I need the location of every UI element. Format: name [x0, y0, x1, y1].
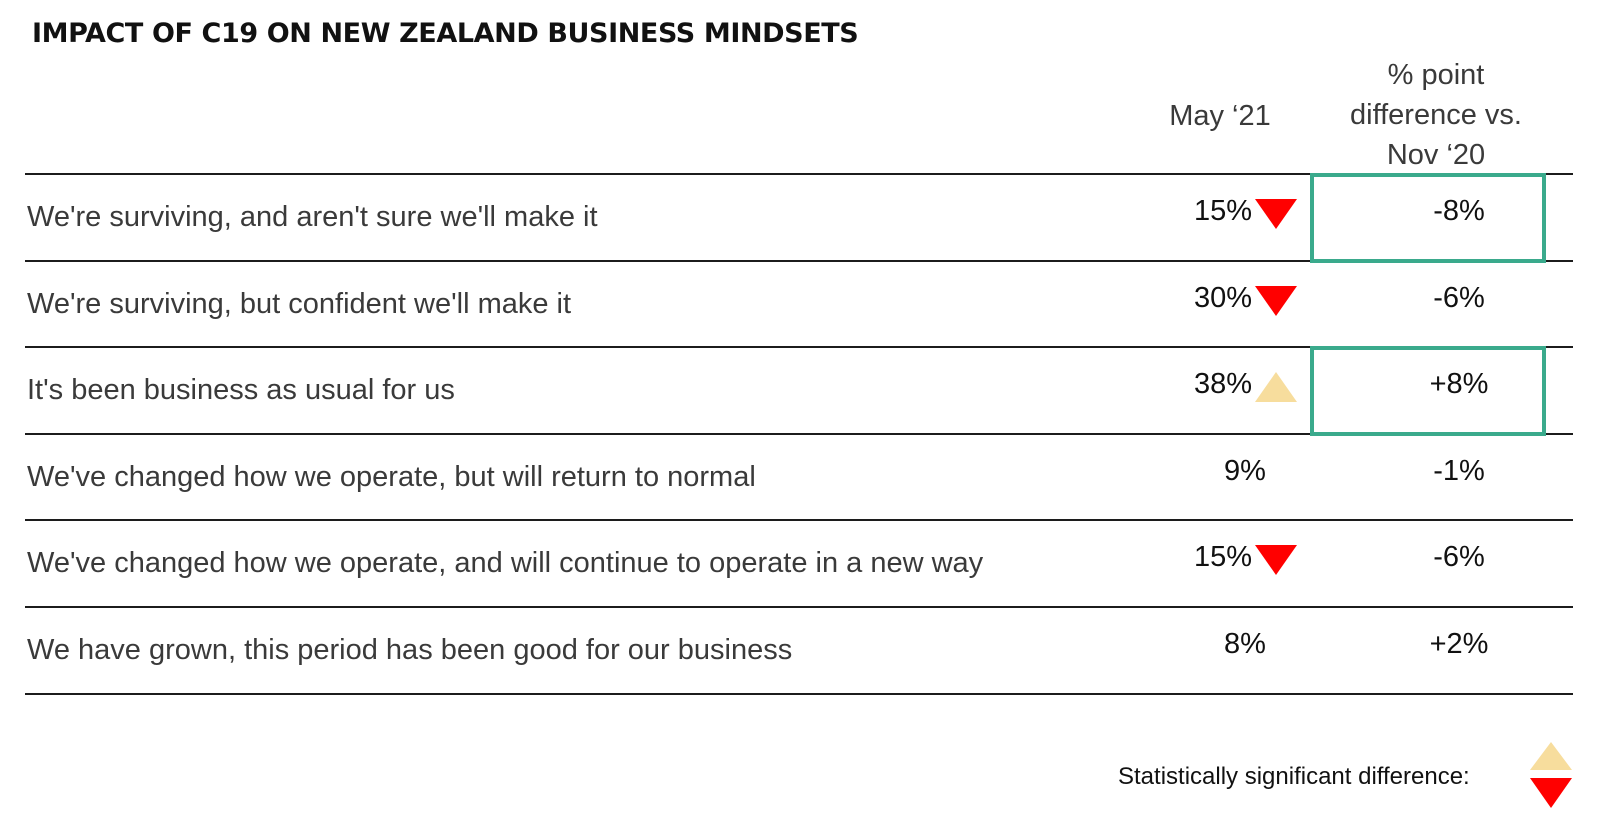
row-value-may: 8% — [1224, 628, 1266, 660]
highlight-box — [1310, 346, 1546, 436]
row-label: We've changed how we operate, but will r… — [27, 460, 756, 493]
table-row: It's been business as usual for us 38% +8% — [25, 346, 1573, 433]
row-value-may: 9% — [1224, 454, 1266, 487]
row-divider — [25, 692, 1573, 695]
column-header-may: May ‘21 — [1135, 96, 1305, 136]
column-header-difference-line: % point — [1387, 59, 1485, 91]
row-label: We have grown, this period has been good… — [27, 634, 793, 666]
table-row: We've changed how we operate, and will c… — [25, 519, 1573, 606]
chart-title: IMPACT OF C19 ON NEW ZEALAND BUSINESS MI… — [32, 18, 859, 49]
table-row: We're surviving, and aren't sure we'll m… — [25, 173, 1573, 260]
highlight-box — [1310, 173, 1546, 263]
column-header-difference-line: difference vs. — [1350, 99, 1522, 131]
row-label: We're surviving, but confident we'll mak… — [27, 287, 572, 320]
row-value-difference: +8% — [1429, 368, 1489, 401]
up-arrow-icon — [1530, 742, 1572, 770]
row-value-may: 15% — [1193, 195, 1253, 227]
row-label: We're surviving, and aren't sure we'll m… — [27, 201, 598, 233]
row-value-difference: -1% — [1433, 454, 1485, 487]
down-arrow-icon — [1255, 199, 1297, 229]
row-label: We've changed how we operate, and will c… — [27, 547, 984, 580]
down-arrow-icon — [1530, 778, 1572, 808]
row-value-difference: -8% — [1433, 195, 1485, 227]
row-value-difference: -6% — [1433, 281, 1485, 314]
row-label: It's been business as usual for us — [27, 374, 455, 407]
table-row: We've changed how we operate, but will r… — [25, 433, 1573, 520]
row-value-may: 38% — [1193, 368, 1253, 401]
row-value-may: 15% — [1193, 541, 1253, 574]
column-header-difference: % point difference vs. Nov ‘20 — [1322, 55, 1550, 175]
row-value-may: 30% — [1193, 281, 1253, 314]
table-row: We have grown, this period has been good… — [25, 606, 1573, 693]
row-divider — [25, 519, 1573, 522]
row-divider — [25, 432, 1573, 435]
down-arrow-icon — [1255, 545, 1297, 576]
row-divider — [25, 259, 1573, 262]
row-value-difference: +2% — [1429, 628, 1489, 660]
table-row: We're surviving, but confident we'll mak… — [25, 260, 1573, 347]
row-divider — [25, 173, 1573, 175]
legend-label: Statistically significant difference: — [1118, 763, 1470, 790]
row-divider — [25, 346, 1573, 349]
row-value-difference: -6% — [1433, 541, 1485, 574]
column-header-difference-line: Nov ‘20 — [1386, 139, 1486, 171]
row-divider — [25, 606, 1573, 608]
up-arrow-icon — [1255, 372, 1297, 403]
down-arrow-icon — [1255, 285, 1297, 316]
column-header-may-line: May ‘21 — [1169, 100, 1271, 132]
